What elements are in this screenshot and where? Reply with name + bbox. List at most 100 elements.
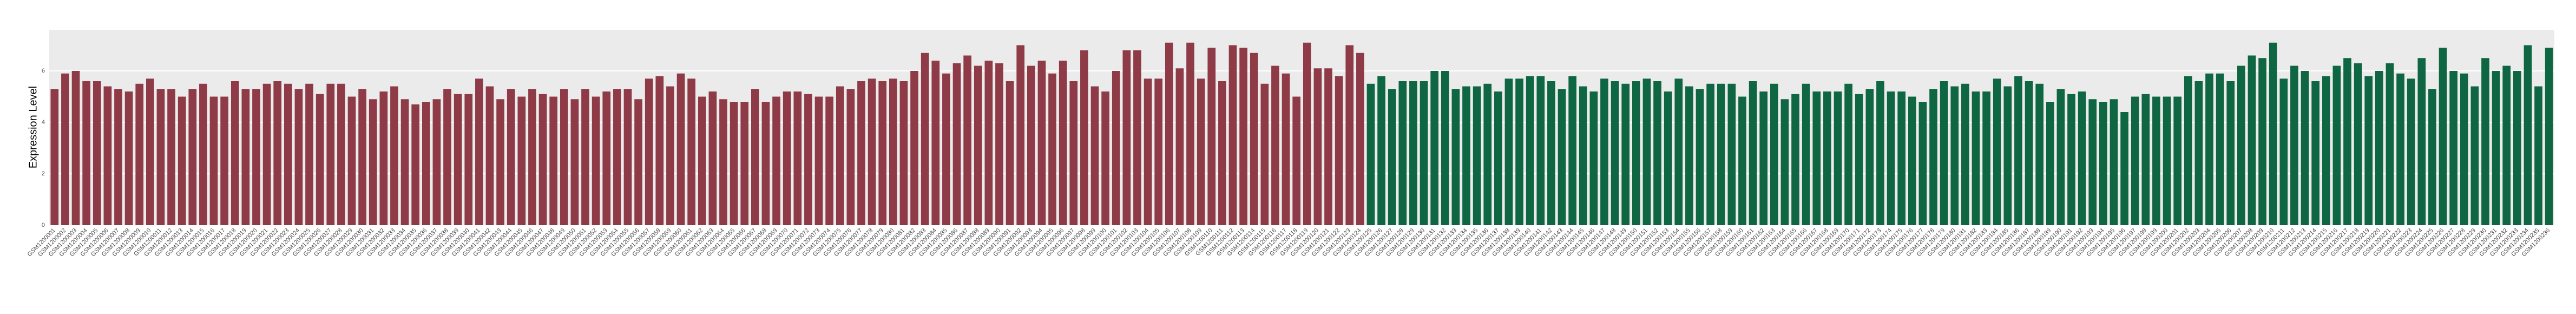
bar (1621, 83, 1630, 225)
bar (687, 78, 696, 225)
bar (1558, 89, 1566, 225)
bar (294, 89, 303, 225)
bar (1685, 86, 1693, 225)
bar (1366, 83, 1375, 225)
bar (241, 89, 250, 225)
bar (974, 66, 982, 225)
bar (910, 71, 918, 225)
bar (2226, 81, 2235, 225)
bar (2258, 58, 2266, 225)
bar (2449, 71, 2458, 225)
y-tick-label: 4 (42, 119, 45, 126)
bar (1589, 91, 1598, 225)
bar (507, 89, 515, 225)
bar (124, 91, 133, 225)
bar (602, 91, 611, 225)
bar (2417, 58, 2426, 225)
bar (708, 91, 717, 225)
bar (1133, 50, 1141, 225)
bar (1345, 45, 1354, 225)
bar (432, 99, 441, 225)
bar (1494, 91, 1502, 225)
bar (517, 96, 526, 225)
bar (963, 55, 972, 225)
bar (1674, 78, 1683, 225)
bar (793, 91, 802, 225)
bar (1207, 48, 1216, 225)
bar (411, 104, 420, 225)
bar (1186, 42, 1194, 225)
bar (252, 89, 260, 225)
bar (1897, 91, 1906, 225)
bar (1812, 91, 1821, 225)
bar (1016, 45, 1025, 225)
bar (1483, 83, 1492, 225)
bar (581, 89, 589, 225)
bar (1282, 73, 1290, 225)
bar (1048, 73, 1056, 225)
bar (2088, 99, 2097, 225)
bar (836, 86, 844, 225)
bar (2460, 73, 2468, 225)
bar (1112, 71, 1120, 225)
bar (2354, 63, 2362, 225)
bar (2470, 86, 2479, 225)
bar (1802, 83, 1810, 225)
bar (1950, 86, 1959, 225)
bar (857, 81, 865, 225)
bar (613, 89, 621, 225)
bar (2502, 66, 2511, 225)
bar (2194, 81, 2203, 225)
bar (761, 102, 770, 225)
bar (2014, 76, 2022, 225)
bar (1727, 83, 1736, 225)
bar (1865, 89, 1874, 225)
bar (1696, 89, 1704, 225)
bar (1908, 96, 1916, 225)
bar (878, 81, 887, 225)
bar (1356, 53, 1364, 225)
bar (2364, 76, 2373, 225)
bar (1547, 81, 1555, 225)
bar (337, 83, 345, 225)
bar (570, 99, 579, 225)
bar (1940, 81, 1948, 225)
bar (1706, 83, 1715, 225)
bar (1324, 68, 1332, 225)
bar (347, 96, 356, 225)
bar (1600, 78, 1608, 225)
bar (592, 96, 600, 225)
bar (2184, 76, 2192, 225)
bar (2099, 102, 2107, 225)
bar (2035, 83, 2044, 225)
bar (2237, 66, 2245, 225)
y-tick-label: 6 (42, 68, 45, 74)
bar (772, 96, 780, 225)
bar (1568, 76, 1577, 225)
bar (114, 89, 122, 225)
bar (1611, 81, 1619, 225)
bar (1260, 83, 1269, 225)
bar (2056, 89, 2065, 225)
bar (1473, 86, 1481, 225)
bar (1961, 83, 1969, 225)
bar (1165, 42, 1173, 225)
bar (316, 94, 324, 225)
bar (655, 76, 664, 225)
bar (475, 78, 483, 225)
bar (1918, 102, 1927, 225)
bar (1154, 78, 1163, 225)
bar (1876, 81, 1884, 225)
bar (1228, 45, 1237, 225)
bar (623, 89, 632, 225)
bar (2396, 73, 2404, 225)
bar (1090, 86, 1099, 225)
bar (1175, 68, 1184, 225)
bar (178, 96, 186, 225)
bar (2343, 58, 2351, 225)
bar (560, 89, 568, 225)
y-axis-label: Expression Level (27, 86, 39, 168)
bar (2163, 96, 2171, 225)
bar (1749, 81, 1757, 225)
bar (231, 81, 239, 225)
